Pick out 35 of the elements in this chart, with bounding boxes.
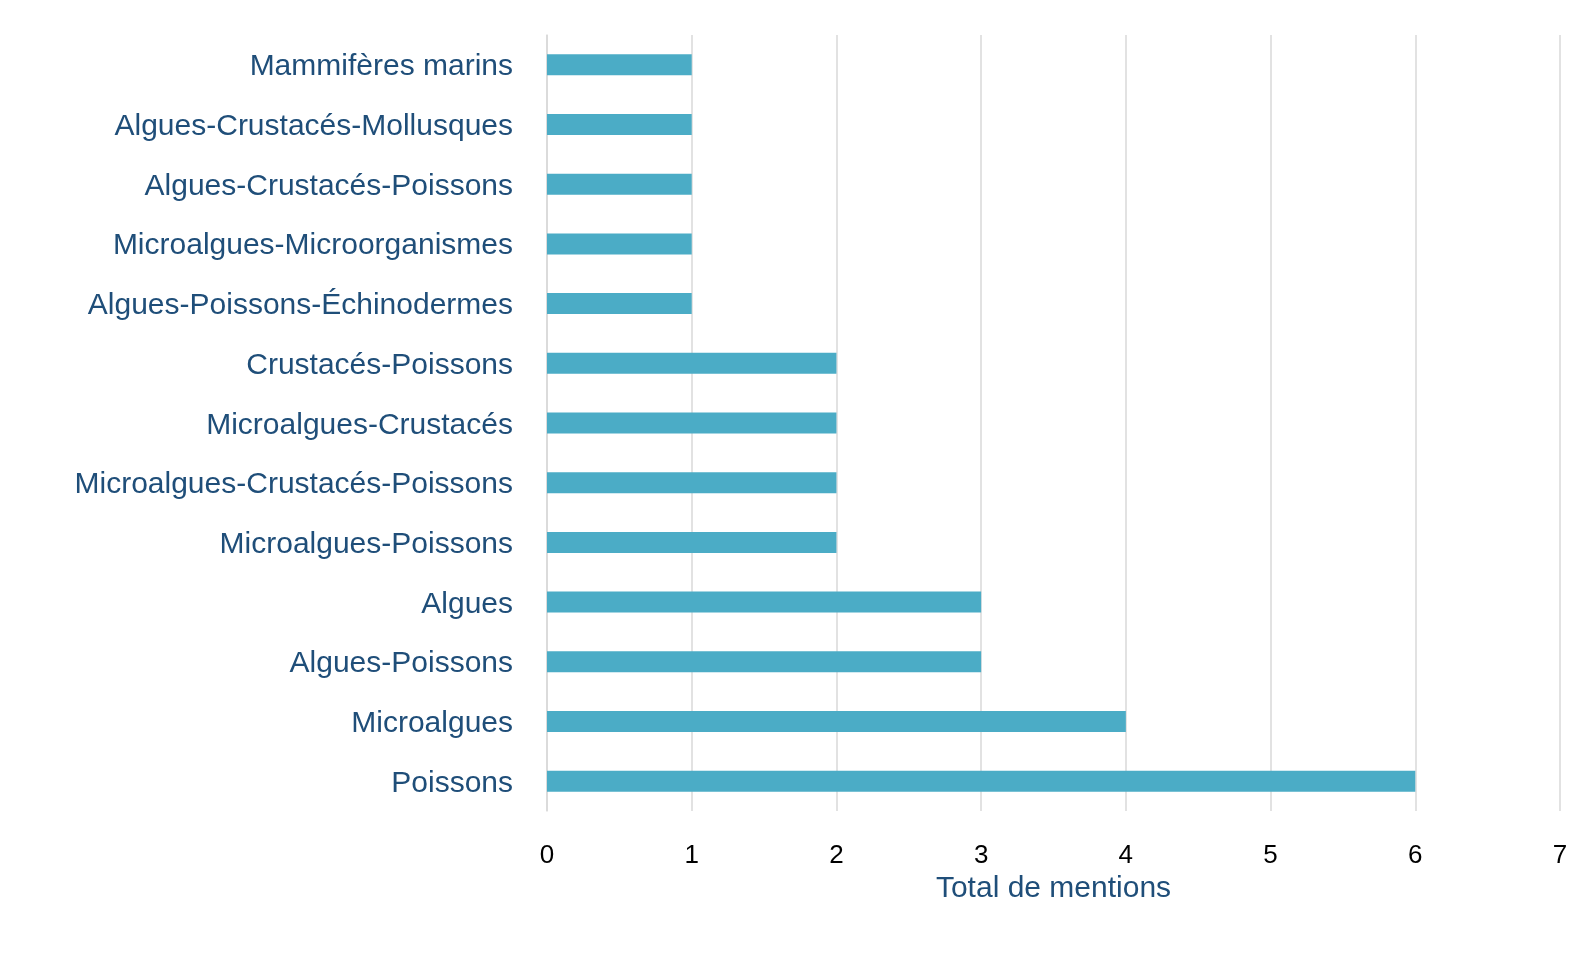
y-tick-label: Algues-Poissons-Échinodermes [87,287,513,321]
bar [547,233,692,255]
x-axis-title: Total de mentions [935,870,1172,904]
y-tick-label: Algues-Crustacés-Mollusques [114,108,513,142]
bar [547,472,837,494]
x-tick-label: 3 [973,839,989,869]
y-tick-label: Microalgues-Poissons [219,525,513,559]
bar [547,293,692,315]
y-tick-label: Microalgues-Microorganismes [112,227,513,261]
bar [547,591,982,613]
bar [547,114,692,136]
y-tick-label: Algues [421,585,513,619]
y-tick-label: Crustacés-Poissons [246,346,513,380]
x-tick-label: 5 [1263,839,1278,869]
x-tick-label: 0 [539,839,555,869]
y-tick-label: Poissons [391,764,513,798]
bar [547,710,1126,732]
bar [547,770,1416,792]
x-tick-label: 6 [1408,839,1423,869]
bar [547,173,692,195]
y-tick-label: Microalgues-Crustacés [206,406,513,440]
y-tick-label: Microalgues-Crustacés-Poissons [74,466,513,500]
y-tick-label: Algues-Poissons [289,645,513,679]
x-tick-label: 4 [1118,839,1134,869]
bar [547,54,692,76]
y-tick-label: Microalgues [351,704,513,738]
x-tick-label: 7 [1552,839,1568,869]
bar [547,651,982,673]
x-tick-label: 1 [684,839,699,869]
bar [547,531,837,553]
y-tick-label: Algues-Crustacés-Poissons [144,167,513,201]
x-tick-label: 2 [829,839,844,869]
bar [547,352,837,374]
y-tick-label: Mammifères marins [249,48,513,82]
bar [547,412,837,434]
